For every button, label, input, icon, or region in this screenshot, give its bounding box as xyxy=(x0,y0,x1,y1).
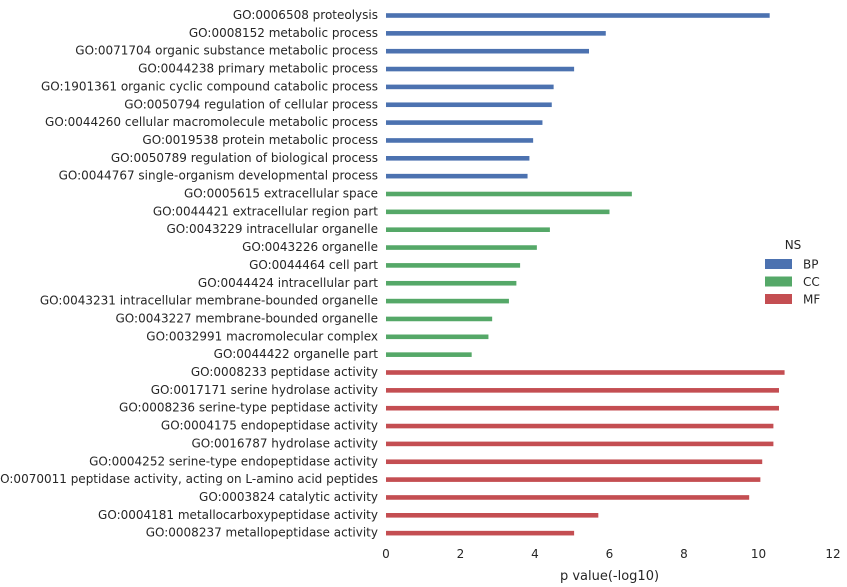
bar-cc-4 xyxy=(386,263,521,268)
category-label: GO:0008233 peptidase activity xyxy=(191,365,378,379)
bar-bp-7 xyxy=(386,138,534,143)
bar-mf-8 xyxy=(386,513,599,518)
bar-bp-2 xyxy=(386,48,590,54)
x-tick-label: 2 xyxy=(457,547,465,561)
category-label: GO:0044421 extracellular region part xyxy=(153,204,378,218)
bar-bp-4 xyxy=(386,84,554,90)
bar-cc-7 xyxy=(386,316,493,322)
category-label: GO:0043226 organelle xyxy=(242,240,378,254)
category-label: GO:0044424 intracellular part xyxy=(198,276,378,290)
category-label: GO:0044238 primary metabolic process xyxy=(138,62,378,76)
category-label: GO:0044260 cellular macromolecule metabo… xyxy=(45,115,378,129)
x-tick-label: 8 xyxy=(680,547,688,561)
bar-cc-3 xyxy=(386,245,537,250)
bar-mf-9 xyxy=(386,530,575,536)
bar-mf-2 xyxy=(386,405,779,411)
bar-cc-6 xyxy=(386,298,509,304)
x-tick-label: 0 xyxy=(382,547,390,561)
bar-mf-0 xyxy=(386,370,785,375)
bar-bp-0 xyxy=(386,13,770,18)
bar-mf-4 xyxy=(386,441,774,447)
category-label: GO:0008236 serine-type peptidase activit… xyxy=(119,401,378,415)
category-label: GO:0044767 single-organism developmental… xyxy=(59,169,378,183)
x-tick-label: 6 xyxy=(606,547,614,561)
x-tick-label: 4 xyxy=(531,547,539,561)
bar-cc-1 xyxy=(386,209,610,215)
bars-group xyxy=(386,13,785,536)
legend: NS BP CC MF xyxy=(765,238,820,307)
legend-title: NS xyxy=(785,238,802,252)
category-label: GO:0004181 metallocarboxypeptidase activ… xyxy=(98,508,378,522)
category-label: GO:0043227 membrane-bounded organelle xyxy=(116,311,379,325)
category-label: GO:0004175 endopeptidase activity xyxy=(161,419,378,433)
category-label: GO:0050789 regulation of biological proc… xyxy=(111,151,378,165)
category-label: GO:0005615 extracellular space xyxy=(184,187,378,201)
legend-label-cc: CC xyxy=(803,275,820,289)
bar-cc-9 xyxy=(386,352,472,357)
legend-swatch-mf xyxy=(765,294,792,304)
category-label: GO:0008237 metallopeptidase activity xyxy=(146,526,378,540)
x-tick-label: 12 xyxy=(825,547,840,561)
category-label: GO:0004252 serine-type endopeptidase act… xyxy=(89,454,378,468)
category-label: GO:0043231 intracellular membrane-bounde… xyxy=(40,294,378,308)
bar-bp-8 xyxy=(386,156,530,161)
category-label: GO:0043229 intracellular organelle xyxy=(166,222,378,236)
category-label: GO:0032991 macromolecular complex xyxy=(146,329,378,343)
legend-label-bp: BP xyxy=(803,258,818,272)
category-label: GO:0006508 proteolysis xyxy=(233,8,378,22)
category-label: GO:0071704 organic substance metabolic p… xyxy=(75,44,378,58)
bar-bp-6 xyxy=(386,120,543,125)
bar-mf-3 xyxy=(386,423,774,429)
category-label: GO:0044464 cell part xyxy=(249,258,378,272)
category-labels: GO:0006508 proteolysis GO:0008152 metabol… xyxy=(0,8,378,540)
category-label: GO:0016787 hydrolase activity xyxy=(191,436,378,450)
bar-bp-9 xyxy=(386,173,528,179)
category-label: GO:0008152 metabolic process xyxy=(189,26,378,40)
bar-bp-5 xyxy=(386,102,552,108)
bar-cc-2 xyxy=(386,227,550,232)
bar-mf-5 xyxy=(386,459,763,465)
bar-bp-3 xyxy=(386,66,575,72)
category-label: GO:0019538 protein metabolic process xyxy=(142,133,378,147)
bar-mf-1 xyxy=(386,388,779,393)
bar-mf-7 xyxy=(386,495,750,500)
bar-cc-0 xyxy=(386,191,632,197)
category-label: GO:0050794 regulation of cellular proces… xyxy=(124,97,378,111)
x-tick-labels: 0 2 4 6 8 10 12 xyxy=(382,547,840,561)
bar-cc-5 xyxy=(386,280,517,286)
category-label: GO:0070011 peptidase activity, acting on… xyxy=(0,472,378,486)
bar-cc-8 xyxy=(386,334,489,340)
bar-mf-6 xyxy=(386,477,761,482)
bar-bp-1 xyxy=(386,31,606,36)
x-axis-title: p value(-log10) xyxy=(560,569,659,584)
category-label: GO:0044422 organelle part xyxy=(214,347,379,361)
category-label: GO:0017171 serine hydrolase activity xyxy=(151,383,378,397)
legend-swatch-bp xyxy=(765,259,792,269)
x-tick-label: 10 xyxy=(751,547,766,561)
legend-swatch-cc xyxy=(765,276,792,287)
legend-label-mf: MF xyxy=(803,293,820,307)
category-label: GO:1901361 organic cyclic compound catab… xyxy=(41,79,378,93)
category-label: GO:0003824 catalytic activity xyxy=(199,490,378,504)
